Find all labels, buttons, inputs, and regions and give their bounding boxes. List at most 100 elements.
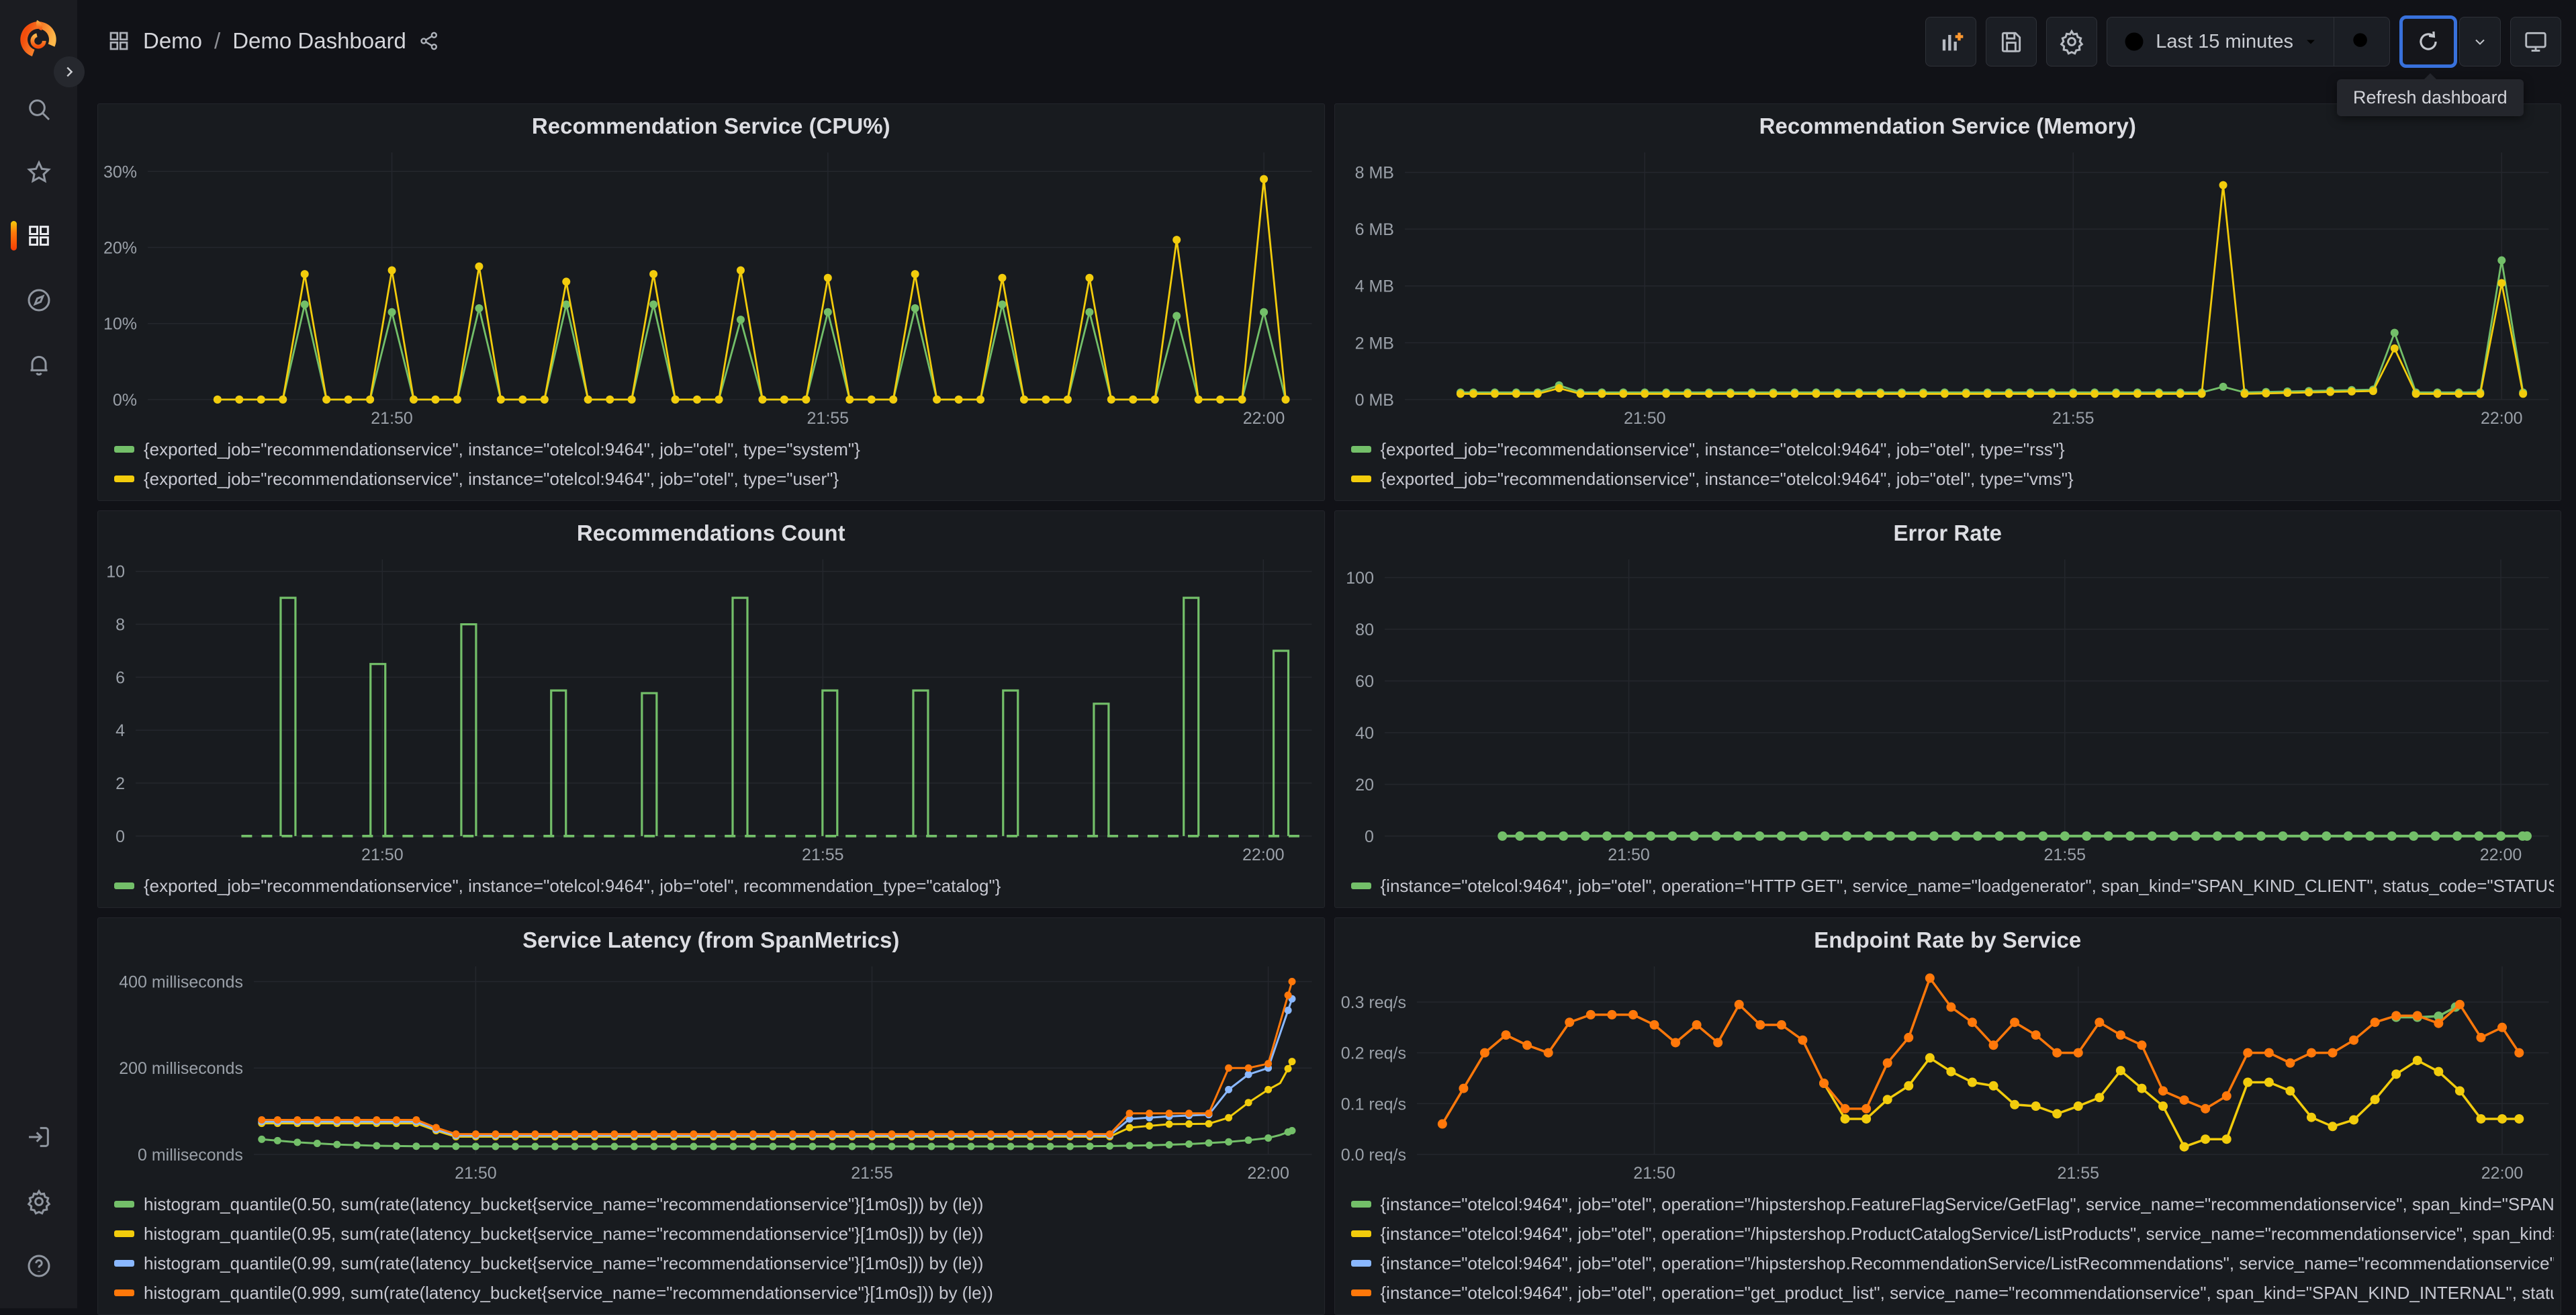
legend-item[interactable]: histogram_quantile(0.999, sum(rate(laten…: [114, 1278, 1318, 1308]
legend-label: {exported_job="recommendationservice", i…: [1380, 468, 2074, 489]
y-tick-label: 0.1 req/s: [1340, 1095, 1406, 1114]
legend-item[interactable]: {instance="otelcol:9464", job="otel", op…: [1350, 1189, 2554, 1219]
chart-canvas[interactable]: 0 20 40 60 80 100 21:50 21:55 22:00: [1335, 550, 2561, 868]
chevron-down-icon: [2475, 39, 2485, 45]
legend-label: histogram_quantile(0.999, sum(rate(laten…: [144, 1282, 993, 1303]
x-tick-label: 21:55: [851, 1164, 893, 1183]
panel-chart[interactable]: 0% 10% 20% 30% 21:50 21:55 22:00: [98, 143, 1324, 432]
y-tick-label: 0.2 req/s: [1340, 1044, 1406, 1063]
legend-item[interactable]: histogram_quantile(0.50, sum(rate(latenc…: [114, 1189, 1318, 1219]
panel-chart[interactable]: 0 milliseconds 200 milliseconds 400 millis…: [98, 957, 1324, 1187]
zoom-out-time-button[interactable]: [2334, 17, 2389, 66]
chart-canvas[interactable]: 0.0 req/s 0.1 req/s 0.2 req/s 0.3 req/s 21:5…: [1335, 957, 2561, 1187]
y-tick-label: 0.0 req/s: [1340, 1146, 1406, 1165]
panel-title[interactable]: Recommendation Service (Memory): [1759, 114, 2136, 138]
dashboards-icon[interactable]: [0, 214, 77, 258]
panel-memory: Recommendation Service (Memory) 0 MB 2 MB…: [1334, 103, 2561, 501]
legend-item[interactable]: {exported_job="recommendationservice", i…: [1350, 435, 2555, 464]
x-tick-label: 21:50: [1623, 409, 1665, 428]
y-tick-label: 0: [116, 827, 125, 846]
y-tick-label: 100: [1346, 569, 1374, 588]
panel-chart[interactable]: 0 MB 2 MB 4 MB 6 MB 8 MB 21:50 21:55 22:00: [1335, 143, 2561, 432]
panel-title[interactable]: Endpoint Rate by Service: [1814, 927, 2082, 952]
panel-latency: Service Latency (from SpanMetrics) 0 mil…: [97, 917, 1325, 1315]
panel-legend: {exported_job="recommendationservice", i…: [98, 868, 1324, 907]
y-tick-label: 4: [116, 721, 125, 740]
y-tick-label: 60: [1355, 672, 1374, 691]
breadcrumb-separator: /: [214, 28, 221, 53]
x-tick-label: 21:55: [2043, 846, 2086, 864]
expand-sidebar-button[interactable]: [54, 56, 85, 87]
panel-chart[interactable]: 0 2 4 6 8 10 21:50 21:55 22:00: [98, 550, 1324, 868]
refresh-dashboard-button[interactable]: [2399, 15, 2457, 68]
chart-canvas[interactable]: 0% 10% 20% 30% 21:50 21:55 22:00: [98, 143, 1324, 432]
explore-compass-icon[interactable]: [0, 278, 77, 322]
kiosk-mode-button[interactable]: [2510, 17, 2561, 66]
panel-chart[interactable]: 0 20 40 60 80 100 21:50 21:55 22:00: [1335, 550, 2561, 868]
legend-item[interactable]: histogram_quantile(0.99, sum(rate(latenc…: [114, 1249, 1318, 1278]
legend-item[interactable]: {instance="otelcol:9464", job="otel", op…: [1350, 1249, 2554, 1278]
y-tick-label: 4 MB: [1354, 277, 1393, 296]
panel-legend: {instance="otelcol:9464", job="otel", op…: [1335, 1187, 2561, 1314]
help-icon[interactable]: [0, 1244, 77, 1288]
time-controls: Last 15 minutes: [2107, 17, 2390, 66]
grafana-logo-icon[interactable]: [17, 16, 59, 58]
x-tick-label: 21:50: [371, 409, 413, 428]
y-tick-label: 30%: [103, 163, 137, 181]
x-tick-label: 21:50: [455, 1164, 497, 1183]
panel-chart[interactable]: 0.0 req/s 0.1 req/s 0.2 req/s 0.3 req/s 21:5…: [1335, 957, 2561, 1187]
refresh-controls: [2399, 15, 2501, 68]
dashboard-settings-button[interactable]: [2046, 17, 2098, 66]
configuration-gear-icon[interactable]: [0, 1179, 77, 1224]
dashboard-grid-icon: [109, 32, 128, 50]
legend-item[interactable]: {instance="otelcol:9464", job="otel", op…: [1350, 1278, 2555, 1308]
legend-swatch-icon: [114, 1230, 134, 1237]
legend-item[interactable]: {exported_job="recommendationservice", i…: [114, 464, 1318, 494]
save-dashboard-button[interactable]: [1986, 17, 2037, 66]
panel-title[interactable]: Service Latency (from SpanMetrics): [522, 927, 900, 952]
refresh-interval-dropdown[interactable]: [2459, 17, 2501, 66]
add-panel-button[interactable]: [1925, 17, 1977, 66]
legend-item[interactable]: {exported_job="recommendationservice", i…: [114, 435, 1318, 464]
search-icon[interactable]: [0, 87, 77, 132]
legend-item[interactable]: {exported_job="recommendationservice", i…: [114, 871, 1318, 901]
panel-title[interactable]: Recommendations Count: [576, 520, 845, 545]
panel-title[interactable]: Error Rate: [1893, 520, 2002, 545]
chart-canvas[interactable]: 0 MB 2 MB 4 MB 6 MB 8 MB 21:50 21:55 22:00: [1335, 143, 2561, 432]
legend-swatch-icon: [114, 1289, 134, 1296]
y-tick-label: 2: [116, 774, 125, 793]
legend-item[interactable]: {instance="otelcol:9464", job="otel", op…: [1350, 871, 2554, 901]
alerting-bell-icon[interactable]: [0, 343, 77, 387]
share-icon[interactable]: [418, 30, 440, 52]
legend-swatch-icon: [114, 1260, 134, 1267]
legend-label: histogram_quantile(0.50, sum(rate(latenc…: [144, 1193, 984, 1214]
panel-legend: {exported_job="recommendationservice", i…: [1335, 432, 2561, 500]
legend-label: {instance="otelcol:9464", job="otel", op…: [1380, 1282, 2555, 1303]
sign-in-icon[interactable]: [0, 1115, 77, 1159]
x-tick-label: 22:00: [1247, 1164, 1289, 1183]
breadcrumb-page-title[interactable]: Demo Dashboard: [232, 28, 406, 53]
y-tick-label: 20: [1355, 776, 1374, 795]
x-tick-label: 22:00: [1243, 409, 1285, 428]
legend-item[interactable]: {exported_job="recommendationservice", i…: [1350, 464, 2555, 494]
starred-icon[interactable]: [0, 150, 77, 195]
breadcrumb-section[interactable]: Demo: [143, 28, 203, 53]
x-tick-label: 21:55: [807, 409, 849, 428]
chart-canvas[interactable]: 0 milliseconds 200 milliseconds 400 millis…: [98, 957, 1324, 1187]
y-tick-label: 20%: [103, 238, 137, 257]
y-tick-label: 2 MB: [1354, 334, 1393, 353]
panel-title[interactable]: Recommendation Service (CPU%): [531, 114, 890, 138]
legend-label: histogram_quantile(0.99, sum(rate(latenc…: [144, 1253, 984, 1273]
legend-item[interactable]: histogram_quantile(0.95, sum(rate(latenc…: [114, 1219, 1318, 1249]
y-tick-label: 6 MB: [1354, 220, 1393, 239]
x-tick-label: 21:55: [2052, 409, 2095, 428]
zoom-out-icon: [2353, 33, 2367, 47]
x-tick-label: 21:50: [1608, 846, 1650, 864]
legend-swatch-icon: [1350, 1201, 1371, 1208]
time-range-picker[interactable]: Last 15 minutes: [2107, 17, 2334, 66]
legend-item[interactable]: {instance="otelcol:9464", job="otel", op…: [1350, 1219, 2554, 1249]
y-tick-label: 0 milliseconds: [138, 1146, 243, 1165]
chart-canvas[interactable]: 0 2 4 6 8 10 21:50 21:55 22:00: [98, 550, 1324, 868]
panel-legend: histogram_quantile(0.50, sum(rate(latenc…: [98, 1187, 1324, 1314]
y-tick-label: 8: [116, 616, 125, 635]
